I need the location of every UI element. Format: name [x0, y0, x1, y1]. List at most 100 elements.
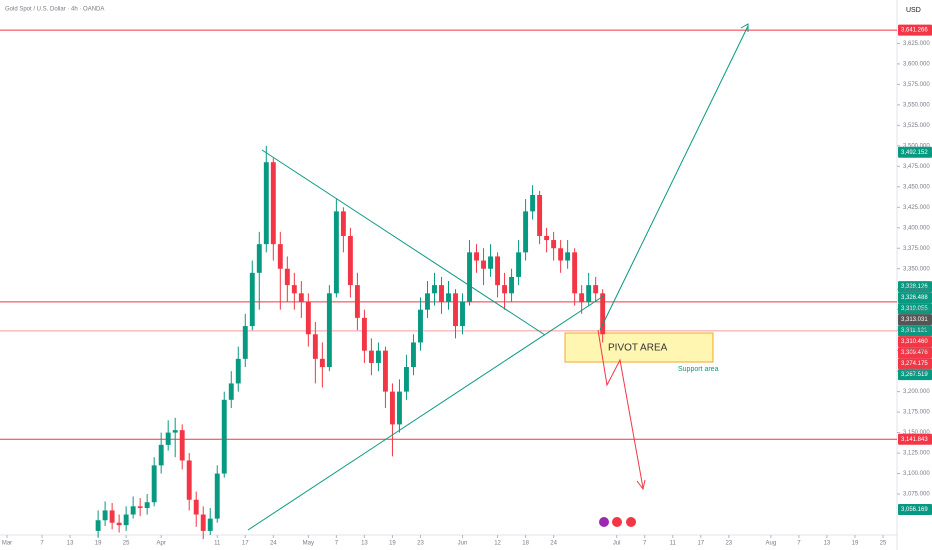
candle-body — [368, 350, 374, 363]
y-tick-label: 3,075.000 — [903, 492, 930, 498]
candle-body — [544, 235, 550, 241]
candle-body — [284, 268, 290, 286]
candles-layer — [95, 145, 606, 540]
price-tag — [898, 325, 932, 337]
price-tag — [898, 503, 932, 515]
candle-body — [270, 162, 276, 245]
price-tag — [898, 336, 932, 348]
candle-body — [375, 350, 381, 363]
candle-body — [179, 430, 185, 461]
x-tick-label: Mar — [2, 541, 12, 547]
price-tag-label: 3,328.126 — [901, 284, 928, 290]
y-tick-label: 3,325.000 — [903, 287, 930, 293]
price-tag — [898, 292, 932, 304]
candle-body — [186, 460, 192, 500]
candle-body — [530, 194, 536, 212]
price-tag — [898, 358, 932, 370]
candle-body — [502, 285, 508, 294]
y-tick-label: 3,200.000 — [903, 389, 930, 395]
price-tag-label: 3,311.121 — [901, 328, 928, 334]
candle-body — [382, 350, 388, 392]
candle-body — [523, 211, 529, 253]
y-tick-label: 3,625.000 — [903, 41, 930, 47]
candle-body — [432, 285, 437, 294]
support-label: Support area — [678, 366, 719, 373]
candle-body — [481, 260, 486, 269]
candle-body — [425, 293, 430, 310]
y-tick-label: 3,575.000 — [903, 82, 930, 88]
price-tag-label: 3,313.031 — [901, 317, 928, 323]
candle-body — [537, 194, 543, 236]
event-icon[interactable] — [626, 517, 636, 527]
candle-body — [221, 399, 227, 474]
x-tick-label: 25 — [880, 541, 887, 547]
y-tick-label: 3,100.000 — [903, 471, 930, 477]
candle-body — [404, 367, 409, 392]
candle-body — [396, 391, 402, 425]
price-tag — [898, 281, 932, 293]
event-icon[interactable] — [599, 517, 609, 527]
y-tick-label: 3,475.000 — [903, 164, 930, 170]
symbol-title: Gold Spot / U.S. Dollar · 4h · OANDA — [5, 7, 104, 13]
y-tick-label: 3,350.000 — [903, 266, 930, 272]
x-tick-label: 23 — [417, 541, 424, 547]
price-tag — [898, 433, 932, 445]
price-tag-label: 3,309.476 — [901, 350, 928, 356]
x-tick-label: 12 — [494, 541, 501, 547]
candle-body — [277, 244, 283, 269]
candle-body — [467, 252, 472, 302]
event-icon[interactable] — [612, 517, 622, 527]
candle-body — [291, 285, 297, 294]
candle-body — [123, 514, 129, 526]
price-tag-label: 3,492.152 — [901, 150, 928, 156]
price-tag-label: 3,267.519 — [901, 372, 928, 378]
candle-body — [137, 506, 143, 508]
x-tick-label: 7 — [40, 541, 44, 547]
candle-body — [200, 514, 206, 531]
candle-body — [446, 293, 451, 302]
x-tick-label: 23 — [725, 541, 732, 547]
x-tick-label: Jun — [458, 541, 468, 547]
candle-body — [249, 272, 255, 327]
y-tick-label: 3,550.000 — [903, 102, 930, 108]
y-tick-label: 3,525.000 — [903, 123, 930, 129]
candle-body — [333, 211, 339, 294]
candle-body — [516, 252, 522, 277]
candle-body — [312, 334, 318, 359]
arrow-up — [599, 25, 749, 331]
candle-body — [207, 518, 213, 531]
x-tick-label: 13 — [361, 541, 368, 547]
price-tag-label: 3,326.488 — [901, 295, 928, 301]
x-tick-label: 11 — [670, 541, 677, 547]
x-tick-label: Aug — [766, 541, 777, 547]
candle-body — [593, 285, 599, 294]
x-tick-label: Apr — [157, 541, 166, 547]
x-tick-label: 17 — [697, 541, 704, 547]
candle-body — [439, 285, 444, 302]
x-tick-label: 7 — [797, 541, 801, 547]
candle-body — [572, 252, 578, 294]
candle-body — [102, 510, 108, 521]
candle-body — [109, 510, 115, 523]
x-tick-label: 25 — [123, 541, 130, 547]
x-tick-label: 19 — [852, 541, 859, 547]
x-tick-label: 7 — [643, 541, 647, 547]
price-tag — [898, 303, 932, 315]
y-tick-label: 3,250.000 — [903, 348, 930, 354]
candle-body — [389, 391, 395, 425]
tags-layer: 3,641.266 3,492.152 3,328.126 3,326.488 3,31… — [898, 24, 932, 515]
candle-body — [256, 244, 262, 273]
price-tag — [898, 314, 932, 326]
candle-body — [600, 293, 606, 335]
price-tag-label: 3,310.460 — [901, 339, 928, 345]
y-tick-label: 3,450.000 — [903, 184, 930, 190]
arrow-head — [740, 23, 749, 32]
pivot-label: PIVOT AREA — [608, 343, 668, 354]
candle-body — [411, 342, 416, 368]
candle-body — [95, 520, 101, 531]
x-tick-label: 17 — [242, 541, 249, 547]
candle-body — [116, 522, 122, 526]
candle-body — [298, 293, 304, 302]
y-tick-label: 3,225.000 — [903, 369, 930, 375]
candle-body — [151, 465, 157, 503]
